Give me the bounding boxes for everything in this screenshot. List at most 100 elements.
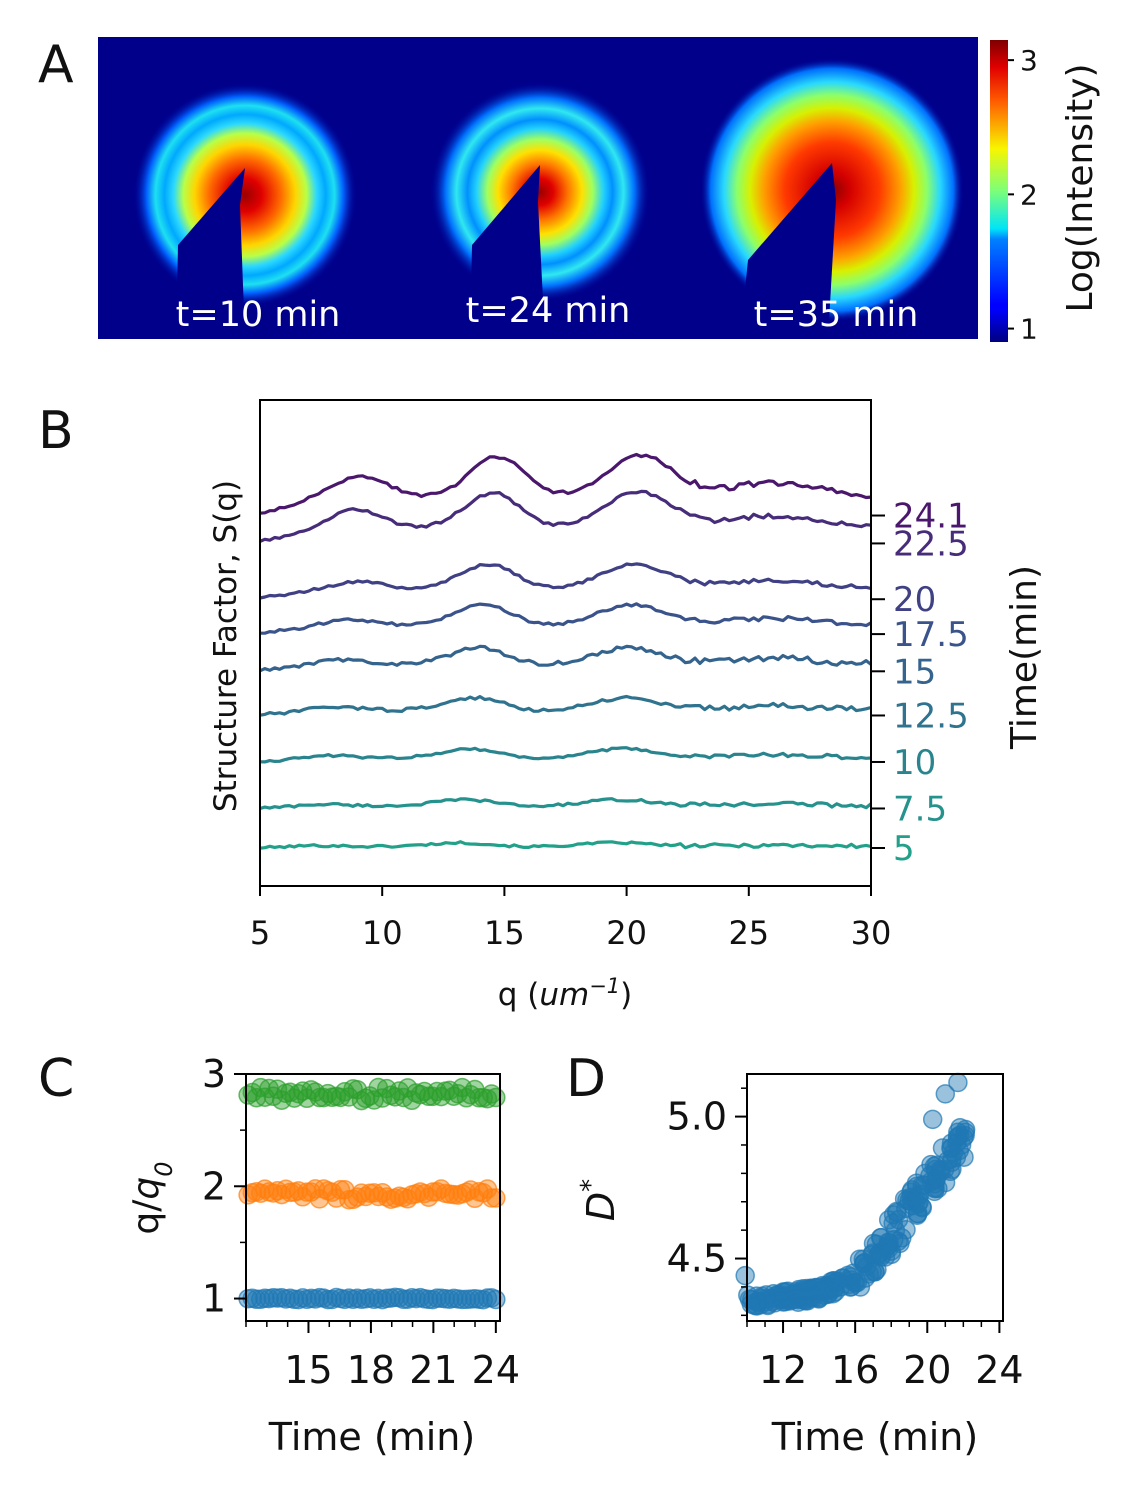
panel-d-label: D [566,1049,606,1109]
structure-factor-curve [260,602,872,635]
d-star-point [735,1265,755,1286]
d-star-point [756,1285,776,1305]
colorbar-tick-label: 3 [1020,44,1038,77]
panel-d-ytick-label: 5.0 [667,1095,727,1139]
panel-d: D 4.55.012 16 20 24 D* Time (min) [566,1049,1024,1459]
panel-d-xtick-label: 24 [975,1348,1023,1392]
panel-b-xlabel-prefix: q ( [498,977,540,1013]
saxs-pattern-2: t=24 min [430,82,650,339]
detector-image-inset [390,333,978,339]
d-star-point [890,1233,910,1254]
ratio-point [486,1087,506,1108]
panel-d-ylabel: D* [576,1179,623,1221]
d-star-point [862,1262,882,1282]
panel-a-label: A [38,35,74,95]
panel-d-ylabel-star: * [576,1179,606,1192]
structure-factor-curve [259,746,872,764]
ratio-point [486,1289,506,1310]
panel-d-xlabel: Time (min) [771,1415,978,1459]
structure-factor-curve [259,452,872,515]
panel-c-ytick-label: 2 [202,1164,226,1208]
panel-b-xtick-label: 25 [728,914,769,952]
panel-b: B 5 10 15 20 25 30 57.51012.51517.52022.524.1… [38,399,1045,1013]
d-star-point [922,1109,943,1130]
beamstop-1 [176,168,245,339]
time-tick-label: 10 [893,743,936,783]
panel-b-xtick-label: 15 [484,914,525,952]
panel-b-xtick-label: 20 [606,914,647,952]
structure-factor-curve [259,489,872,543]
panel-d-xtick-label: 20 [903,1348,951,1392]
colorbar-tick-label: 1 [1020,313,1038,346]
d-star-point [818,1283,839,1304]
saxs-label-3: t=35 min [754,295,919,335]
d-star-point [824,1271,844,1291]
panel-c-xtick-label: 15 [284,1348,332,1392]
beamstop-2 [470,165,545,339]
time-tick-label: 5 [893,829,915,869]
time-tick-label: 15 [893,652,936,692]
panel-b-axes-frame [259,399,872,887]
d-star-point [928,1178,948,1199]
d-star-point [850,1277,871,1297]
colorbar-label: Log(Intensity) [1060,63,1101,312]
ratio-point [486,1188,506,1208]
colorbar: 1 2 3 Log(Intensity) [990,40,1101,346]
panel-a: A t=10 min t=24 min t=35 min 1 2 3 Log(Int… [38,35,1101,346]
saxs-label-2: t=24 min [466,291,631,331]
panel-b-xtick-label: 30 [851,914,892,952]
d-star-point [888,1209,909,1230]
panel-d-xtick-label: 12 [759,1348,807,1392]
saxs-label-1: t=10 min [176,295,341,335]
panel-b-right-label: Time(min) [1004,565,1045,750]
d-star-point [870,1242,890,1263]
panel-b-xlabel-unit: um [539,977,589,1013]
colorbar-tick-label: 2 [1020,178,1038,211]
d-star-point [924,1181,945,1202]
structure-factor-curve [259,840,872,850]
saxs-pattern-1: t=10 min [133,83,357,339]
panel-d-xtick-label: 16 [831,1348,879,1392]
panel-b-xlabel-exponent: −1 [589,974,620,998]
d-star-point [824,1278,845,1298]
panel-b-xtick-label: 5 [250,914,270,952]
structure-factor-curve [259,694,872,717]
panel-c-ytick-label: 3 [202,1052,226,1096]
panel-c-xlabel: Time (min) [268,1415,475,1459]
time-tick-label: 24.1 [893,497,969,537]
time-tick-label: 7.5 [893,789,947,829]
panel-c-xtick-label: 21 [409,1348,457,1392]
time-tick-label: 12.5 [893,696,969,736]
structure-factor-curve [259,644,872,673]
d-star-point [912,1197,933,1218]
colorbar-gradient [990,40,1008,342]
structure-factor-curve [259,797,873,811]
d-star-point [951,1135,972,1155]
panel-c-label: C [38,1049,74,1109]
panel-b-xlabel: q (um−1) [498,974,633,1013]
d-star-point [924,1156,945,1177]
panel-d-ytick-label: 4.5 [667,1237,727,1281]
panel-c-ylabel: q/q0 [126,1161,178,1234]
panel-c: C 1 2 3 15 18 21 24 q/q0 Time (min) [38,1049,520,1459]
d-star-point [793,1279,813,1299]
panel-c-ylabel-q: q/ [126,1199,167,1235]
panel-b-label: B [38,401,74,461]
panel-b-xlabel-suffix: ) [620,977,632,1013]
panel-b-ylabel: Structure Factor, S(q) [208,480,244,812]
d-star-point [780,1291,800,1311]
panel-d-axes-frame [746,1073,1004,1322]
panel-c-axes-frame [245,1073,501,1322]
d-star-point [935,1084,956,1104]
panel-c-ylabel-q0: q [126,1177,167,1200]
panel-c-ytick-label: 1 [202,1277,226,1321]
panel-c-xtick-label: 18 [347,1348,395,1392]
d-star-point [948,1072,968,1093]
time-tick-label: 20 [893,580,936,620]
panel-d-ylabel-d: D [579,1192,623,1221]
beamstop-3 [740,163,836,339]
time-tick-label: 17.5 [893,615,969,655]
panel-c-xtick-label: 24 [472,1348,520,1392]
panel-c-ylabel-sub: 0 [150,1161,178,1176]
